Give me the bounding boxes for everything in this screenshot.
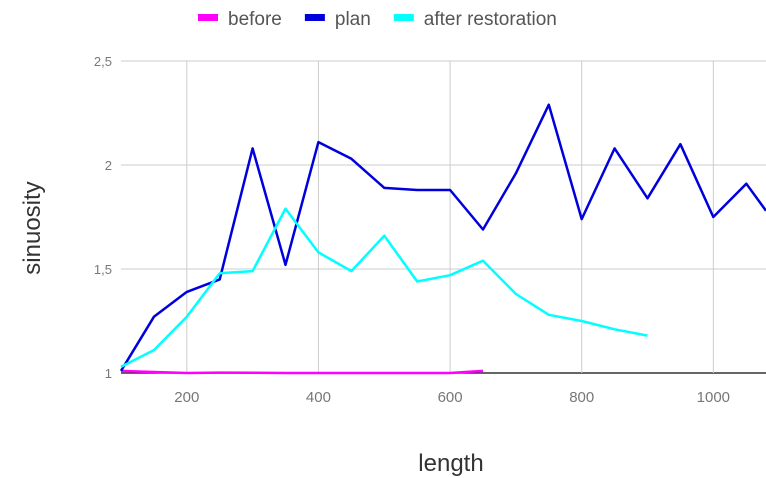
y-axis-ticks: 1 1,5 2 2,5	[94, 54, 112, 381]
legend-label: before	[228, 9, 282, 30]
y-tick-label: 2	[105, 158, 112, 173]
x-tick-label: 1000	[697, 389, 730, 406]
legend-label: plan	[335, 9, 371, 30]
series-line-after-restoration	[120, 207, 648, 368]
series-line-before	[120, 369, 484, 375]
grid-lines	[121, 60, 766, 374]
y-axis-title: sinuosity	[19, 181, 46, 274]
legend-item-plan: plan	[304, 9, 371, 30]
x-tick-label: 200	[174, 389, 199, 406]
legend: before plan after restoration	[198, 9, 557, 30]
legend-item-before: before	[198, 9, 282, 30]
x-axis-ticks: 200 400 600 800 1000	[174, 389, 730, 406]
legend-item-after-restoration: after restoration	[393, 9, 557, 30]
x-tick-label: 800	[569, 389, 594, 406]
x-tick-label: 600	[438, 389, 463, 406]
x-tick-label: 400	[306, 389, 331, 406]
legend-swatch	[304, 14, 325, 21]
series-line-plan	[119, 103, 766, 372]
legend-label: after restoration	[424, 9, 557, 30]
y-tick-label: 1	[105, 366, 112, 381]
series-lines	[119, 103, 766, 375]
y-tick-label: 2,5	[94, 54, 112, 69]
legend-swatch	[393, 14, 414, 21]
x-axis-title: length	[418, 450, 483, 477]
y-tick-label: 1,5	[94, 262, 112, 277]
legend-swatch	[198, 14, 218, 21]
